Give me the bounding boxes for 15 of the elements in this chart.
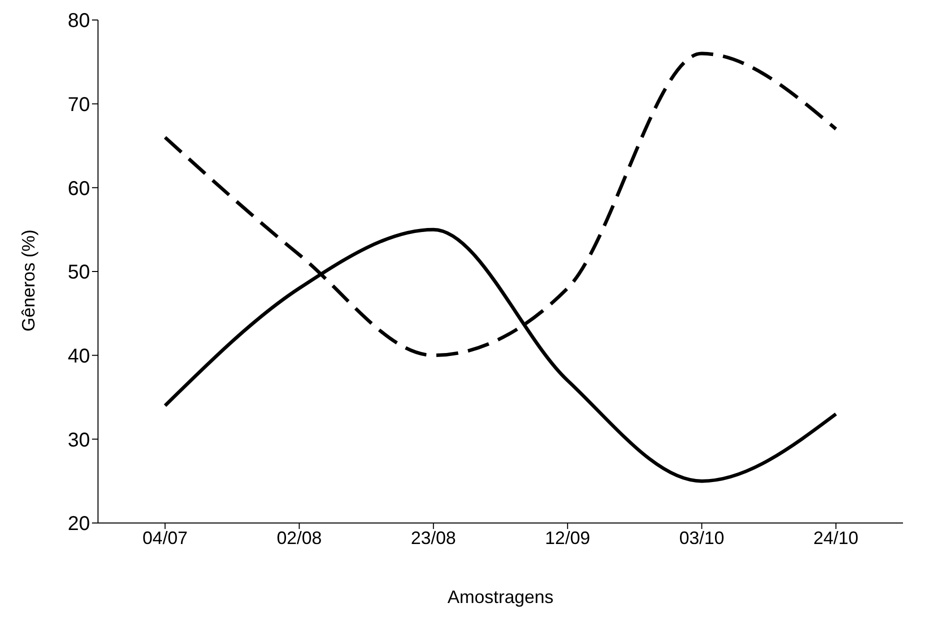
- y-tick-label: 80: [68, 10, 90, 32]
- y-tick-label: 60: [68, 178, 90, 200]
- y-axis-title: Gêneros (%): [18, 229, 38, 332]
- y-tick-label: 50: [68, 262, 90, 284]
- x-tick-label: 04/07: [142, 528, 188, 548]
- y-tick-label: 30: [68, 429, 90, 452]
- y-tick-label: 70: [68, 94, 90, 116]
- x-tick-label: 12/09: [545, 528, 590, 548]
- y-tick-label: 40: [68, 345, 90, 368]
- x-tick-label: 24/10: [813, 528, 858, 548]
- y-tick-label: 20: [68, 513, 90, 536]
- x-tick-label: 23/08: [410, 528, 456, 548]
- x-axis-title: Amostragens: [447, 587, 554, 607]
- x-tick-label: 02/08: [276, 528, 322, 548]
- x-tick-label: 03/10: [679, 528, 724, 548]
